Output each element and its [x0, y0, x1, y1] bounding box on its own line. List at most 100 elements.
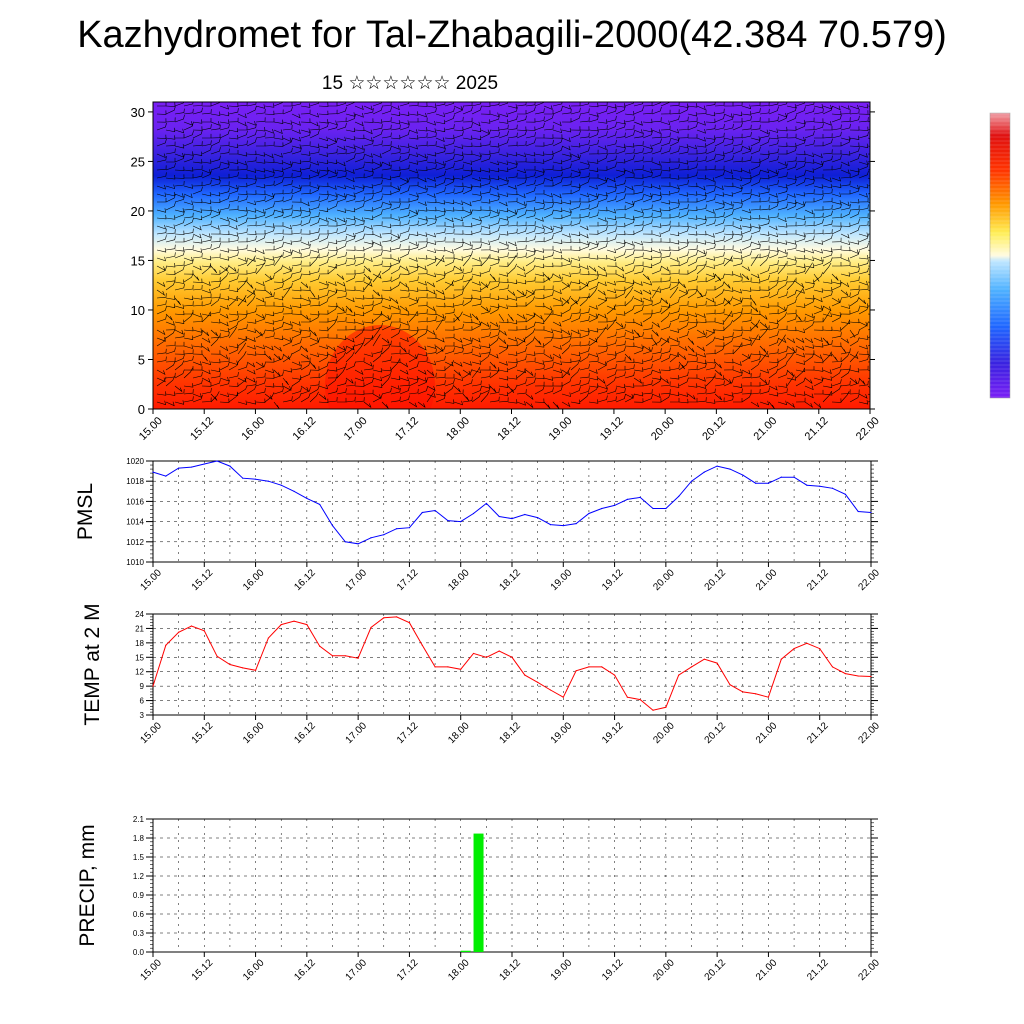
data-point: [383, 534, 385, 536]
data-point: [370, 537, 372, 539]
data-point: [819, 485, 821, 487]
x-tick-label: 21.12: [805, 567, 831, 593]
data-point: [344, 655, 346, 657]
heatmap-x-tick-label: 22.00: [854, 415, 882, 443]
heatmap-x-tick-label: 21.12: [803, 415, 831, 443]
x-tick-label: 17.00: [344, 567, 370, 593]
data-point: [165, 475, 167, 477]
data-point: [537, 681, 539, 683]
data-point: [267, 480, 269, 482]
data-point: [652, 709, 654, 711]
data-point: [254, 478, 257, 480]
data-point: [613, 674, 616, 676]
data-point: [472, 512, 475, 515]
x-tick-label: 16.12: [292, 957, 318, 983]
data-point: [498, 515, 500, 518]
x-tick-label: 17.12: [395, 957, 421, 983]
y-tick-label: 1.5: [133, 853, 145, 862]
heatmap-x-tick-label: 16.12: [291, 415, 319, 443]
data-point: [755, 482, 757, 484]
data-point: [498, 650, 500, 652]
data-point: [152, 471, 154, 473]
x-tick-label: 16.00: [241, 720, 267, 746]
y-axis-title: PMSL: [74, 483, 97, 540]
x-tick-label: 15.12: [190, 720, 216, 746]
data-point: [780, 658, 782, 660]
data-point: [408, 622, 411, 624]
x-tick-label: 19.12: [600, 957, 626, 983]
heatmap-x-tick-label: 18.12: [495, 415, 523, 443]
y-tick-label: 15: [135, 653, 144, 662]
x-tick-label: 21.00: [754, 957, 780, 983]
x-tick-label: 15.12: [190, 957, 216, 983]
data-point: [511, 656, 513, 658]
data-point: [780, 476, 782, 478]
y-tick-label: 18: [135, 639, 144, 648]
data-point: [396, 528, 398, 530]
x-tick-label: 19.00: [549, 957, 575, 983]
data-point: [857, 510, 859, 513]
data-point: [229, 465, 231, 467]
heatmap-y-tick-label: 15: [131, 253, 145, 268]
heatmap-x-tick-label: 18.00: [444, 415, 472, 443]
data-point: [588, 666, 590, 668]
data-point: [870, 511, 872, 514]
data-point: [434, 509, 436, 512]
y-tick-label: 1020: [126, 457, 144, 466]
data-point: [203, 463, 205, 465]
y-tick-label: 24: [135, 610, 144, 619]
x-tick-label: 20.12: [703, 567, 729, 593]
data-point: [588, 512, 590, 515]
y-tick-label: 6: [140, 697, 145, 706]
data-point: [460, 668, 462, 670]
data-point: [793, 648, 795, 650]
data-point: [216, 460, 218, 462]
data-point: [216, 655, 218, 657]
heatmap-x-tick-label: 17.12: [393, 415, 421, 443]
x-tick-label: 19.00: [549, 567, 575, 593]
y-tick-label: 1010: [126, 558, 144, 567]
cross-section-heatmap: [153, 102, 870, 409]
y-tick-label: 1012: [126, 538, 144, 547]
data-point: [575, 670, 577, 672]
data-point: [344, 541, 346, 543]
data-point: [178, 467, 180, 469]
data-point: [639, 699, 641, 701]
y-axis-title: TEMP at 2 M: [81, 603, 104, 725]
x-tick-label: 16.12: [292, 720, 318, 746]
heatmap-x-tick-label: 19.00: [547, 415, 575, 443]
data-point: [242, 667, 244, 669]
colorbar: [989, 112, 1011, 399]
data-point: [447, 666, 449, 668]
data-point: [408, 527, 411, 529]
panel-precip: 0.0 0.3 0.6 0.9 1.2 1.5 1.8 2.1 15.00 15.12 16.00 1…: [76, 815, 882, 983]
data-point: [626, 696, 628, 698]
data-point: [383, 617, 385, 619]
y-tick-label: 1.2: [133, 872, 145, 881]
data-point: [639, 496, 641, 498]
x-tick-label: 18.00: [446, 957, 472, 983]
data-point: [447, 519, 449, 522]
data-point: [665, 507, 667, 510]
y-tick-label: 0.0: [133, 948, 145, 957]
data-point: [280, 623, 282, 626]
x-tick-label: 21.00: [754, 567, 780, 593]
wind-barbs: [156, 102, 870, 409]
data-point: [575, 523, 577, 525]
data-point: [524, 674, 526, 676]
data-point: [511, 517, 513, 520]
data-point: [306, 497, 308, 499]
x-tick-label: 19.00: [549, 720, 575, 746]
precip-bar: [460, 950, 471, 952]
data-point: [203, 630, 205, 632]
x-tick-label: 20.00: [651, 567, 677, 593]
data-point: [190, 466, 193, 468]
y-tick-label: 1018: [126, 477, 144, 486]
x-tick-label: 15.00: [138, 957, 164, 983]
x-tick-label: 16.00: [241, 567, 267, 593]
x-tick-label: 17.12: [395, 567, 421, 593]
data-point: [190, 625, 193, 627]
x-tick-label: 16.12: [292, 567, 318, 593]
data-point: [793, 476, 795, 478]
x-tick-label: 15.00: [138, 567, 164, 593]
